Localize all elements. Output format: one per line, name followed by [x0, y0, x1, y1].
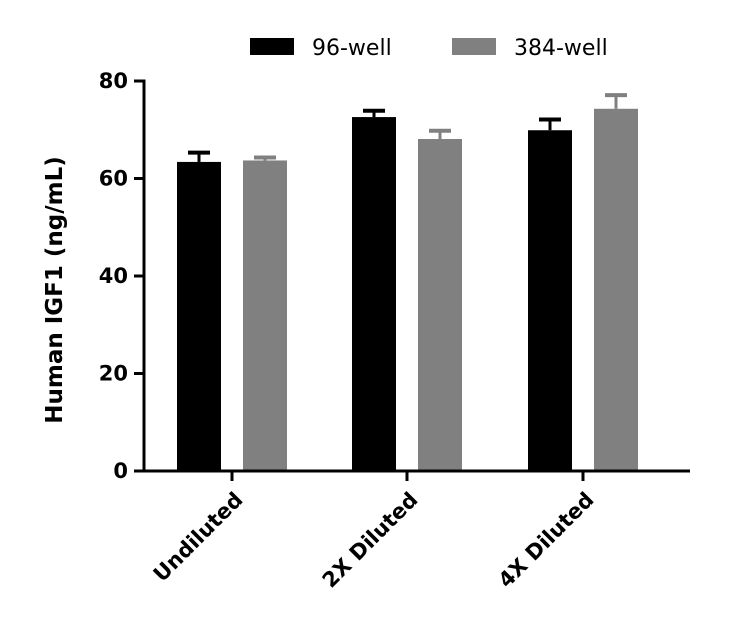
x-tick-label: Undiluted — [149, 488, 248, 587]
y-tick-label: 60 — [99, 167, 128, 191]
x-tick-label: 4X Diluted — [494, 488, 599, 593]
bars — [177, 93, 638, 472]
bar-384-well — [594, 108, 638, 471]
legend-swatch — [250, 38, 294, 55]
y-axis-label: Human IGF1 (ng/mL) — [42, 156, 68, 424]
x-tick-label: 2X Diluted — [318, 488, 423, 593]
y-tick-label: 40 — [99, 264, 128, 288]
bar-96-well — [352, 117, 396, 471]
bar-96-well — [177, 161, 221, 472]
bar-384-well — [418, 139, 462, 471]
x-axis: Undiluted 2X Diluted 4X Diluted — [144, 469, 690, 593]
legend-label: 96-well — [312, 36, 392, 61]
bar-384-well — [243, 160, 287, 471]
y-tick-label: 80 — [99, 69, 128, 93]
y-tick-label: 0 — [113, 459, 128, 483]
y-axis: 0 20 40 60 80 — [99, 69, 146, 483]
legend-label: 384-well — [514, 36, 608, 61]
bar-96-well — [528, 130, 572, 472]
y-tick-label: 20 — [99, 362, 128, 386]
legend: 96-well 384-well — [250, 36, 608, 61]
legend-swatch — [452, 38, 496, 55]
